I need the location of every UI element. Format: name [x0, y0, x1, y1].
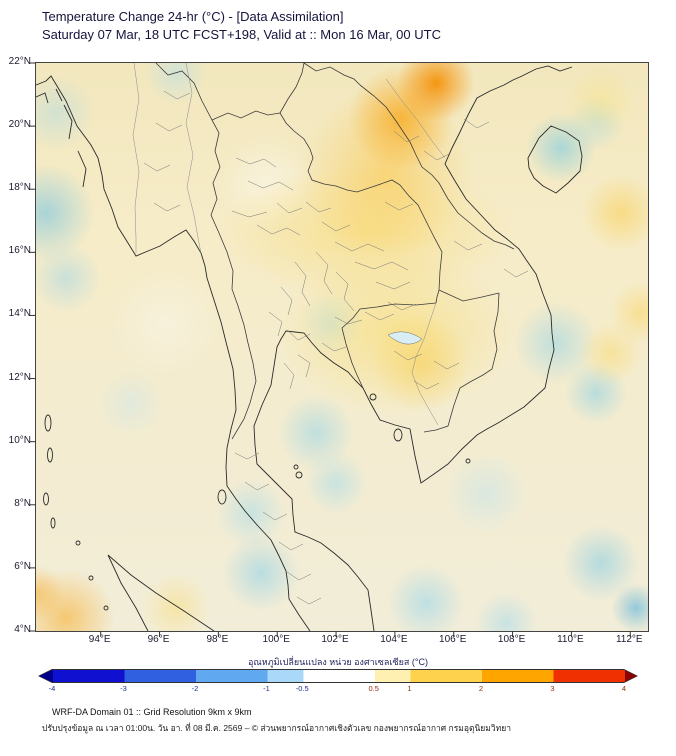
colorbar-title: อุณหภูมิเปลี่ยนแปลง หน่วย องศาเซลเซียส (… — [248, 657, 428, 667]
colorbar-tick-label: -1 — [263, 684, 270, 693]
tonle-sap-lake — [387, 331, 423, 345]
colorbar-tick-label: -3 — [120, 684, 127, 693]
lon-tick-label: 112°E — [615, 634, 643, 645]
lon-tick-label: 106°E — [439, 634, 467, 645]
axis-ticks-layer — [30, 62, 631, 637]
lat-tick-label: 16°N — [8, 245, 31, 257]
rivers-layer — [132, 62, 446, 426]
country-borders-layer — [155, 62, 515, 440]
page-title: Temperature Change 24-hr (°C) - [Data As… — [42, 9, 344, 24]
colorbar — [38, 669, 638, 683]
lat-tick-label: 18°N — [8, 182, 31, 194]
footer-update-info: ปรับปรุงข้อมูล ณ เวลา 01:00น. วัน อา. ที… — [42, 723, 512, 733]
colorbar-tick-label: -4 — [48, 684, 56, 693]
page-subtitle: Saturday 07 Mar, 18 UTC FCST+198, Valid … — [42, 27, 441, 42]
lat-tick-label: 4°N — [14, 623, 31, 635]
lon-tick-label: 94°E — [88, 634, 111, 645]
colorbar-block: อุณหภูมิเปลี่ยนแปลง หน่วย องศาเซลเซียส (… — [0, 655, 676, 696]
lon-tick-label: 108°E — [497, 634, 526, 645]
colorbar-gradient — [39, 670, 637, 682]
map-frame — [30, 62, 649, 637]
lat-tick-label: 8°N — [14, 497, 31, 509]
lon-tick-label: 104°E — [380, 634, 408, 645]
lon-tick-label: 102°E — [321, 634, 349, 645]
lat-tick-label: 6°N — [14, 560, 31, 572]
coastline-layer — [35, 65, 583, 632]
colorbar-tick-label: -0.5 — [295, 684, 309, 693]
colorbar-tick-labels: -4 -3 -2 -1 -0.5 0.5 1 2 3 4 — [38, 684, 638, 696]
lon-tick-label: 110°E — [557, 634, 584, 645]
lat-tick-label: 20°N — [8, 119, 31, 131]
map-overlay — [30, 62, 631, 637]
lat-tick-label: 10°N — [8, 434, 31, 446]
lat-tick-label: 14°N — [8, 308, 31, 320]
lon-tick-label: 100°E — [262, 634, 290, 645]
province-borders-layer — [143, 90, 529, 605]
colorbar-tick-label: 0.5 — [368, 684, 379, 693]
map-area: 22°N 20°N 18°N 16°N 14°N 12°N 10°N 8°N 6°N 4°N 94… — [0, 56, 676, 658]
colorbar-tick-label: 4 — [621, 684, 627, 693]
colorbar-tick-label: -2 — [191, 684, 199, 693]
lat-tick-label: 12°N — [8, 371, 31, 383]
header: Temperature Change 24-hr (°C) - [Data As… — [42, 8, 441, 44]
lat-tick-label: 22°N — [8, 56, 31, 67]
colorbar-tick-label: 1 — [407, 684, 412, 693]
colorbar-tick-label: 3 — [550, 684, 555, 693]
temperature-anomaly-field — [36, 63, 648, 631]
lon-tick-label: 96°E — [147, 634, 170, 645]
footer: WRF-DA Domain 01 :: Grid Resolution 9km … — [42, 707, 511, 735]
colorbar-tick-label: 2 — [478, 684, 484, 693]
lon-tick-label: 98°E — [206, 634, 229, 645]
footer-domain-info: WRF-DA Domain 01 :: Grid Resolution 9km … — [52, 707, 252, 717]
